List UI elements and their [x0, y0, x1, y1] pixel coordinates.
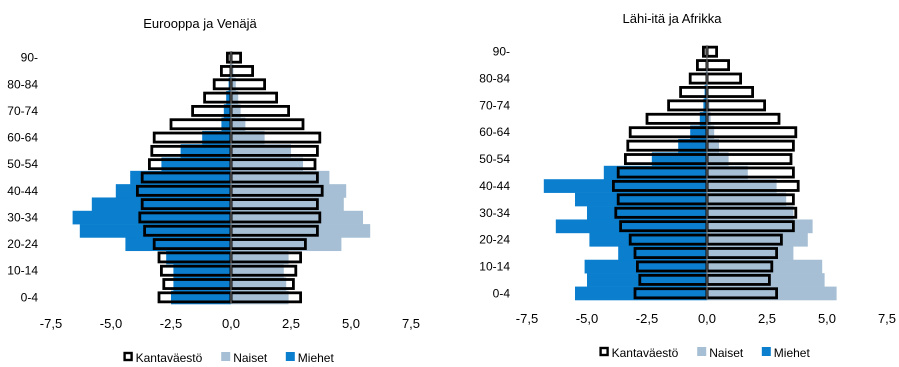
y-tick-label: 0-4 [493, 286, 511, 300]
y-tick-label: 80-84 [7, 77, 38, 91]
y-tick-label: 40-44 [479, 179, 510, 193]
x-tick-label: -5,0 [576, 311, 598, 326]
bar-kantavaesto [229, 65, 255, 77]
x-tick-label: 2,5 [282, 316, 300, 331]
bar-kantavaesto [229, 51, 243, 64]
y-tick-label: 0-4 [21, 290, 39, 304]
chart-title: Lähi-itä ja Afrikka [623, 11, 723, 26]
bar-naiset [707, 112, 711, 126]
x-tick-label: -7,5 [516, 311, 538, 326]
chart-2: Lähi-itä ja Afrikka 0-4 10-14 20-24 30-34 40-… [479, 11, 896, 360]
y-tick-label: 10-14 [479, 259, 510, 273]
x-tick-label: -5,0 [100, 316, 122, 331]
y-tick-label: 60-64 [7, 131, 38, 145]
legend-swatch-kantavaesto [123, 351, 133, 362]
x-tick-label: -7,5 [40, 316, 62, 331]
bar-kantavaesto [229, 78, 266, 91]
legend-label: Kantaväestö [136, 351, 203, 365]
bar-miehet [226, 90, 231, 105]
legend-label: Naiset [709, 346, 744, 360]
bar-kantavaesto [705, 45, 719, 58]
x-tick-label: -2,5 [160, 316, 182, 331]
chart-1: Eurooppa ja Venäjä 0-4 10-14 20-24 30-34 40-4… [7, 16, 420, 365]
y-tick-label: 40-44 [7, 184, 38, 198]
legend: Kantaväestö Naiset Miehet [599, 346, 811, 360]
bar-naiset [231, 77, 236, 92]
legend-label: Miehet [774, 346, 811, 360]
y-tick-label: 90- [493, 45, 510, 59]
x-tick-label: 5,0 [342, 316, 360, 331]
bar-kantavaesto [705, 59, 731, 72]
y-tick-label: 50-54 [7, 157, 38, 171]
bar-kantavaesto [219, 65, 233, 77]
y-tick-label: 20-24 [479, 233, 510, 247]
bar-naiset [707, 125, 715, 140]
legend-label: Miehet [298, 351, 335, 365]
bar-kantavaesto [667, 99, 709, 112]
y-tick-label: 50-54 [479, 152, 510, 166]
bar-kantavaesto [679, 86, 709, 98]
bar-kantavaesto [705, 126, 798, 139]
bar-naiset [231, 104, 241, 118]
bar-kantavaesto [705, 112, 781, 125]
x-tick-label: 0,0 [698, 311, 716, 326]
y-tick-label: 70-74 [7, 104, 38, 118]
bar-miehet [221, 117, 231, 132]
y-tick-label: 10-14 [7, 264, 38, 278]
legend-swatch-naiset [697, 347, 707, 356]
bar-miehet [223, 104, 231, 118]
bar-kantavaesto [705, 99, 766, 112]
y-tick-label: 70-74 [479, 98, 510, 112]
bar-kantavaesto [696, 59, 709, 72]
bar-kantavaesto [705, 86, 754, 98]
legend-swatch-kantavaesto [599, 346, 609, 357]
bar-kantavaesto [688, 72, 709, 85]
legend-swatch-miehet [761, 347, 771, 356]
x-tick-label: 0,0 [222, 316, 240, 331]
y-tick-label: 30-34 [7, 210, 38, 224]
bar-kantavaesto [645, 112, 709, 125]
legend-swatch-miehet [285, 352, 295, 361]
x-tick-label: 5,0 [818, 311, 836, 326]
y-tick-label: 30-34 [479, 206, 510, 220]
legend-label: Naiset [233, 351, 268, 365]
y-tick-label: 20-24 [7, 237, 38, 251]
x-tick-label: 7,5 [402, 316, 420, 331]
chart-title: Eurooppa ja Venäjä [143, 16, 257, 31]
bar-miehet [699, 112, 707, 126]
x-tick-label: 7,5 [878, 311, 896, 326]
legend-label: Kantaväestö [612, 346, 679, 360]
bar-miehet [703, 98, 707, 113]
y-tick-label: 90- [21, 51, 38, 65]
x-tick-label: -2,5 [636, 311, 658, 326]
bar-kantavaesto [705, 72, 742, 85]
y-tick-label: 80-84 [479, 72, 510, 86]
bar-kantavaesto [212, 78, 233, 91]
y-tick-label: 60-64 [479, 125, 510, 139]
x-tick-label: 2,5 [758, 311, 776, 326]
bar-kantavaesto [705, 139, 795, 152]
legend-swatch-naiset [221, 352, 231, 361]
bar-naiset [231, 90, 239, 105]
legend: Kantaväestö Naiset Miehet [123, 351, 335, 365]
